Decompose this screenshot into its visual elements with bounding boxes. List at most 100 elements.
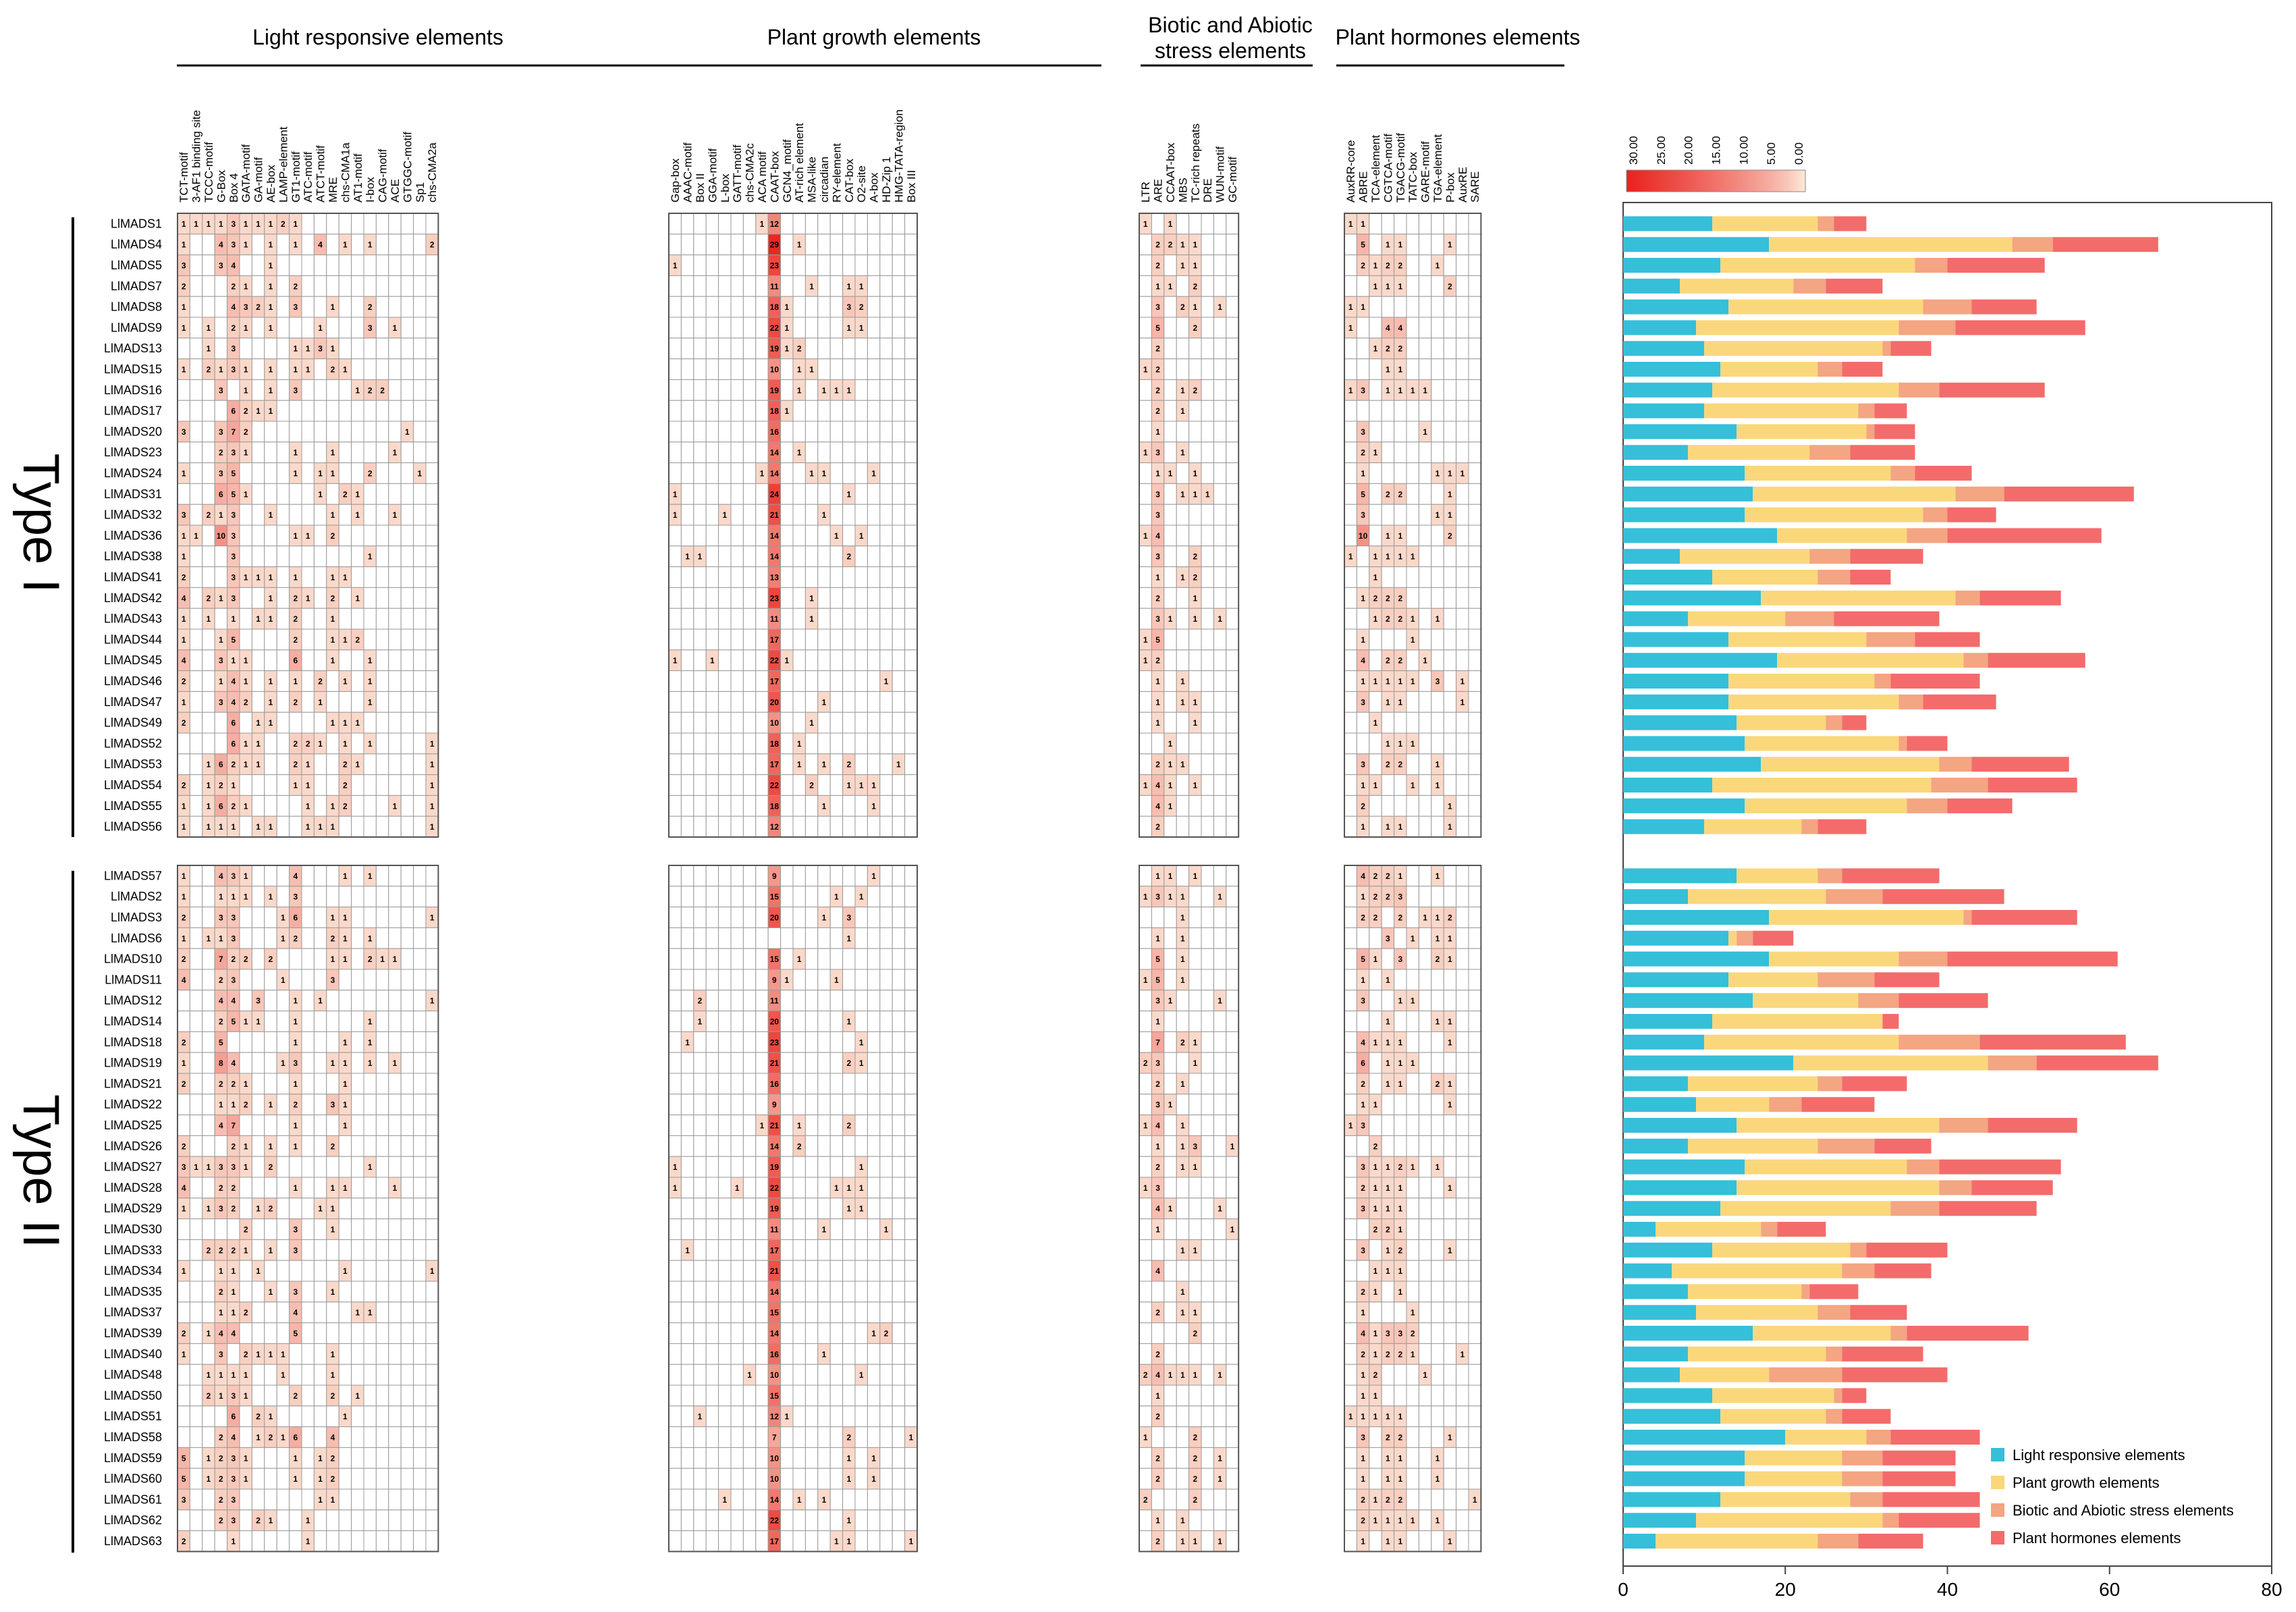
heatmap-cell [1201, 1509, 1214, 1532]
heatmap-cell-value: 1 [1386, 1183, 1390, 1193]
heatmap-cell-value: 2 [219, 1516, 223, 1526]
heatmap-cell [351, 1426, 364, 1448]
heatmap-cell-value: 1 [393, 955, 398, 964]
heatmap-cell [202, 732, 215, 755]
heatmap-cell [1369, 1073, 1382, 1095]
heatmap-cell [1188, 969, 1202, 991]
heatmap-cell [1443, 1364, 1457, 1386]
heatmap-cell [1139, 483, 1152, 505]
heatmap-cell [817, 1031, 831, 1053]
heatmap-cell-value: 1 [331, 1225, 335, 1235]
heatmap-cell [705, 587, 719, 609]
heatmap-cell [1176, 317, 1190, 339]
heatmap-cell-value: 1 [182, 801, 186, 811]
heatmap-cell [904, 1094, 918, 1116]
heatmap-cell [1418, 1385, 1432, 1407]
heatmap-cell [693, 753, 707, 776]
heatmap-cell-value: 2 [1143, 1058, 1148, 1068]
heatmap-cell-value: 1 [293, 781, 298, 790]
heatmap-cell [892, 1405, 906, 1428]
heatmap-cell [780, 1385, 794, 1407]
heatmap-cell-value: 2 [1180, 1038, 1185, 1047]
heatmap-cell [804, 1530, 819, 1552]
heatmap-cell-value: 1 [1193, 718, 1197, 728]
heatmap-cell-value: 1 [219, 934, 223, 943]
heatmap-cell [264, 1468, 277, 1490]
heatmap-cell [189, 1426, 203, 1448]
heatmap-cell [804, 990, 819, 1012]
heatmap-cell-value: 1 [355, 593, 360, 603]
heatmap-cell [326, 213, 339, 235]
heatmap-cell [1344, 1322, 1357, 1344]
heatmap-cell [817, 886, 831, 908]
heatmap-cell [1418, 1156, 1432, 1178]
heatmap-cell [1164, 907, 1177, 928]
heatmap-cell-value: 2 [368, 385, 373, 395]
heatmap-cell-value: 2 [1398, 1349, 1402, 1359]
heatmap-cell-value: 1 [343, 1058, 348, 1068]
heatmap-cell [202, 1011, 215, 1032]
heatmap-cell [705, 815, 719, 838]
heatmap-cell [767, 927, 782, 949]
heatmap-cell-value: 2 [1193, 552, 1197, 562]
heatmap-cell-value: 5 [182, 1453, 186, 1463]
heatmap-cell [755, 753, 769, 776]
heatmap-cell-value: 3 [1155, 614, 1160, 624]
heatmap-cell-value: 2 [1398, 1433, 1402, 1443]
heatmap-cell [1188, 795, 1202, 817]
color-scale-tick-label: 15.00 [1710, 136, 1723, 165]
heatmap-cell-value: 1 [1143, 781, 1148, 790]
heatmap-cell [375, 1405, 389, 1428]
heatmap-cell [780, 462, 794, 484]
heatmap-cell [780, 1239, 794, 1261]
heatmap-cell-value: 2 [1398, 656, 1402, 666]
heatmap-cell [817, 1052, 831, 1074]
heatmap-cell [693, 296, 707, 318]
heatmap-cell [755, 317, 769, 339]
heatmap-cell [375, 1114, 389, 1136]
heatmap-cell-value: 2 [182, 1079, 186, 1089]
heatmap-cell [251, 969, 265, 991]
heatmap-cell [693, 691, 707, 713]
heatmap-cell [202, 1488, 215, 1511]
heatmap-cell [804, 948, 819, 970]
heatmap-cell [351, 1052, 364, 1074]
heatmap-cell [817, 400, 831, 422]
heatmap-cell [276, 545, 290, 568]
heatmap-cell [202, 1094, 215, 1116]
heatmap-cell [904, 1156, 918, 1178]
heatmap-cell [792, 1405, 806, 1428]
heatmap-cell [276, 566, 290, 588]
heatmap-cell [680, 462, 694, 484]
heatmap-cell [792, 1281, 806, 1303]
heatmap-cell [804, 628, 819, 651]
heatmap-cell [730, 213, 744, 235]
gene-label: LlMADS31 [104, 487, 162, 501]
heatmap-cell-value: 4 [1155, 1204, 1160, 1214]
heatmap-cell-value: 4 [231, 1329, 236, 1339]
heatmap-cell [1431, 441, 1444, 464]
heatmap-cell [1213, 1177, 1227, 1199]
heatmap-cell [668, 1239, 682, 1261]
heatmap-cell-value: 1 [884, 1225, 889, 1235]
heatmap-cell [1418, 886, 1432, 908]
heatmap-cell [829, 1426, 844, 1448]
heatmap-cell-value: 1 [1155, 1225, 1160, 1235]
heatmap-cell-value: 2 [1386, 261, 1390, 271]
heatmap-cell [1188, 1509, 1202, 1532]
heatmap-cell [351, 275, 364, 297]
heatmap-cell-value: 1 [256, 1349, 261, 1359]
heatmap-cell [1213, 670, 1227, 692]
heatmap-cell [301, 545, 315, 568]
heatmap-cell [313, 1405, 327, 1428]
heatmap-cell [388, 1509, 402, 1532]
heatmap-cell [1369, 1530, 1382, 1552]
heatmap-cell-value: 1 [1348, 1121, 1353, 1131]
heatmap-cell-value: 1 [1168, 281, 1173, 291]
heatmap-cell-value: 1 [797, 955, 802, 964]
heatmap-cell [780, 1426, 794, 1448]
heatmap-cell [829, 1073, 844, 1095]
heatmap-cell [425, 1343, 439, 1365]
heatmap-cell [239, 338, 252, 360]
heatmap-cell [251, 525, 265, 547]
